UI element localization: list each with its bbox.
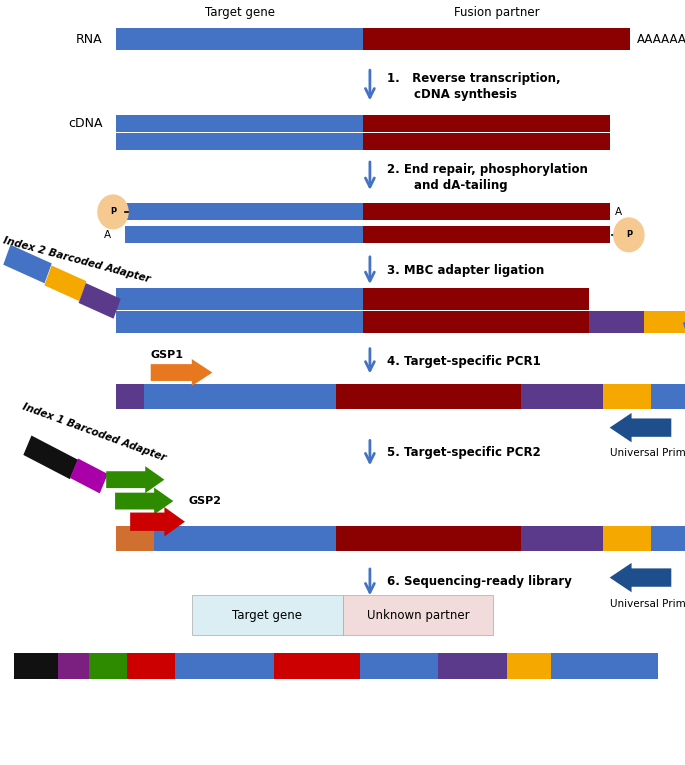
- Bar: [175, 653, 274, 679]
- Bar: [507, 653, 551, 679]
- FancyArrow shape: [151, 359, 212, 386]
- Bar: [644, 311, 685, 333]
- Bar: [125, 226, 363, 243]
- Bar: [58, 653, 89, 679]
- Bar: [360, 653, 438, 679]
- Text: Universal Primer: Universal Primer: [610, 448, 685, 458]
- Bar: [154, 526, 336, 551]
- FancyArrow shape: [130, 507, 185, 536]
- Text: Unknown partner: Unknown partner: [366, 609, 469, 621]
- FancyArrow shape: [610, 413, 671, 442]
- Bar: [336, 384, 521, 409]
- Bar: [125, 203, 363, 220]
- Text: A: A: [615, 207, 622, 217]
- Text: 6. Sequencing-ready library: 6. Sequencing-ready library: [387, 575, 572, 588]
- FancyBboxPatch shape: [192, 595, 342, 635]
- Text: cDNA synthesis: cDNA synthesis: [414, 89, 517, 101]
- Bar: [116, 288, 363, 310]
- FancyArrow shape: [106, 466, 164, 493]
- Bar: [363, 133, 610, 150]
- Bar: [89, 653, 127, 679]
- Text: 3. MBC adapter ligation: 3. MBC adapter ligation: [387, 264, 545, 276]
- Bar: [521, 526, 603, 551]
- Bar: [363, 226, 610, 243]
- Polygon shape: [23, 435, 78, 479]
- FancyArrow shape: [115, 487, 173, 515]
- Bar: [651, 526, 685, 551]
- Text: 5. Target-specific PCR2: 5. Target-specific PCR2: [387, 447, 540, 459]
- Bar: [363, 115, 610, 132]
- Text: and dA-tailing: and dA-tailing: [414, 179, 508, 191]
- Text: 4. Target-specific PCR1: 4. Target-specific PCR1: [387, 355, 540, 367]
- Text: AAAAAA: AAAAAA: [637, 33, 685, 45]
- Text: Index 2 Barcoded Adapter: Index 2 Barcoded Adapter: [2, 236, 151, 285]
- Bar: [438, 653, 507, 679]
- Bar: [116, 311, 363, 333]
- Bar: [14, 653, 58, 679]
- Text: Index 1 Barcoded Adapter: Index 1 Barcoded Adapter: [21, 402, 167, 463]
- Bar: [363, 203, 610, 220]
- Bar: [116, 28, 363, 50]
- Text: 2. End repair, phosphorylation: 2. End repair, phosphorylation: [387, 164, 588, 176]
- FancyBboxPatch shape: [342, 595, 493, 635]
- Bar: [116, 133, 363, 150]
- Polygon shape: [79, 283, 121, 319]
- Bar: [589, 311, 644, 333]
- Bar: [651, 384, 685, 409]
- Bar: [336, 526, 521, 551]
- Circle shape: [614, 218, 644, 252]
- Bar: [551, 653, 658, 679]
- Bar: [116, 526, 154, 551]
- Bar: [603, 384, 651, 409]
- Text: Fusion partner: Fusion partner: [454, 6, 540, 19]
- Text: Universal Primer: Universal Primer: [610, 599, 685, 610]
- Text: 1.   Reverse transcription,: 1. Reverse transcription,: [387, 73, 560, 85]
- Bar: [144, 384, 336, 409]
- Text: GSP2: GSP2: [188, 496, 221, 506]
- Circle shape: [98, 195, 128, 229]
- Bar: [363, 28, 630, 50]
- Text: P: P: [626, 230, 632, 239]
- Bar: [274, 653, 360, 679]
- Bar: [116, 384, 144, 409]
- Text: Target gene: Target gene: [232, 609, 302, 621]
- Bar: [116, 115, 363, 132]
- Polygon shape: [3, 245, 52, 283]
- Polygon shape: [683, 303, 685, 343]
- Bar: [127, 653, 175, 679]
- Text: Target gene: Target gene: [205, 6, 275, 19]
- Text: P: P: [110, 207, 116, 216]
- Text: RNA: RNA: [76, 33, 103, 45]
- Text: cDNA: cDNA: [68, 118, 103, 130]
- Polygon shape: [70, 458, 108, 493]
- Bar: [521, 384, 603, 409]
- Bar: [363, 311, 589, 333]
- Text: GSP1: GSP1: [151, 350, 184, 360]
- Bar: [603, 526, 651, 551]
- Bar: [363, 288, 589, 310]
- Text: A: A: [104, 230, 111, 240]
- Polygon shape: [45, 265, 86, 301]
- FancyArrow shape: [610, 563, 671, 592]
